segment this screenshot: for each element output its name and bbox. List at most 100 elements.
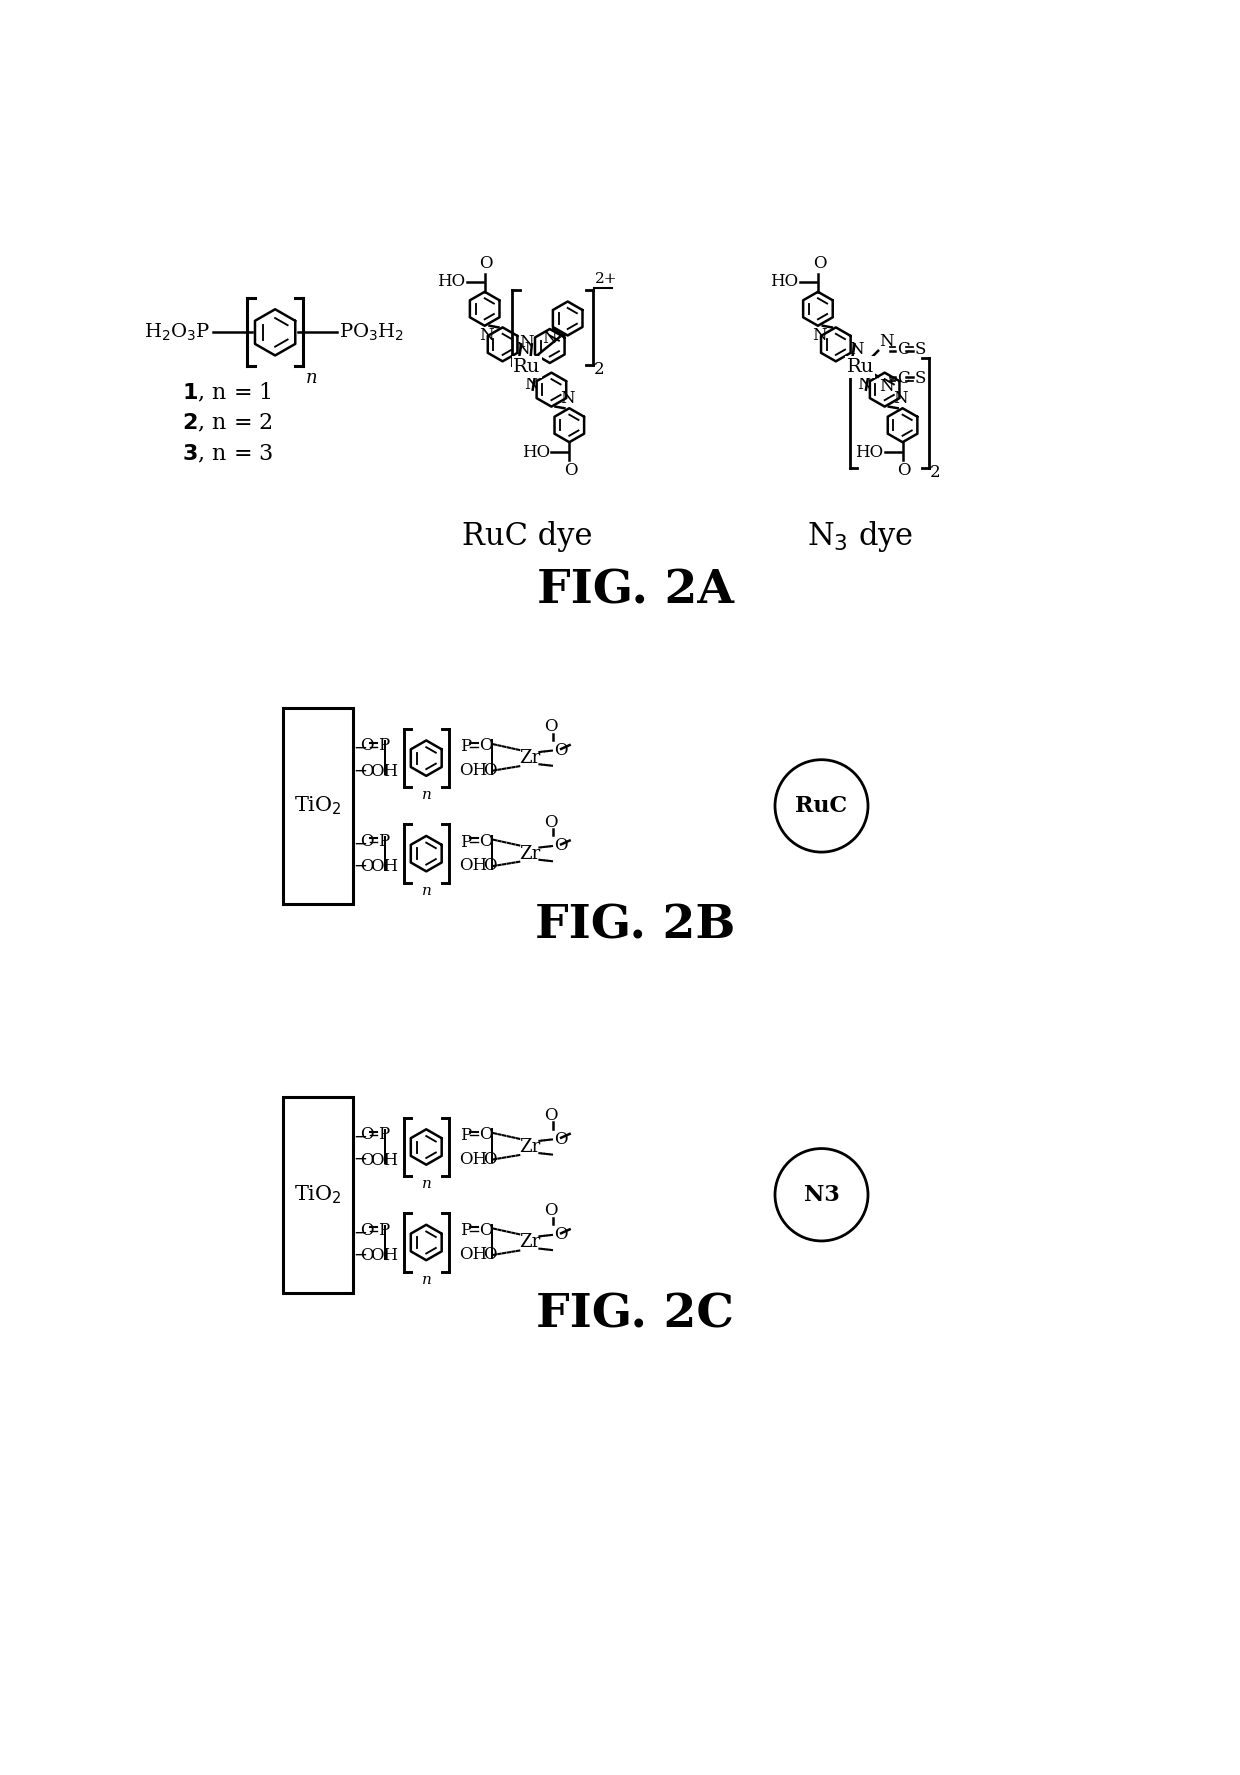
Text: O: O bbox=[361, 859, 374, 875]
Text: OH: OH bbox=[460, 1150, 487, 1168]
Text: O: O bbox=[544, 1108, 558, 1124]
Text: HO: HO bbox=[770, 273, 799, 289]
Text: $-$: $-$ bbox=[353, 857, 367, 873]
Text: $-$: $-$ bbox=[353, 1223, 367, 1241]
Text: $-$: $-$ bbox=[353, 1127, 367, 1145]
Text: TiO$_2$: TiO$_2$ bbox=[294, 1184, 342, 1205]
Text: Zr: Zr bbox=[518, 1234, 539, 1251]
Text: O: O bbox=[554, 838, 568, 854]
Text: FIG. 2B: FIG. 2B bbox=[536, 902, 735, 948]
Text: N: N bbox=[879, 334, 894, 350]
Text: O: O bbox=[554, 742, 568, 760]
Text: O: O bbox=[554, 1227, 568, 1242]
Text: n: n bbox=[422, 884, 432, 898]
Text: Zr: Zr bbox=[518, 1138, 539, 1156]
Text: O: O bbox=[812, 256, 826, 272]
Text: N: N bbox=[560, 390, 575, 406]
Text: S: S bbox=[915, 369, 926, 387]
Text: C: C bbox=[897, 369, 909, 387]
Text: n: n bbox=[422, 1177, 432, 1191]
Text: N: N bbox=[894, 390, 908, 406]
Text: N: N bbox=[516, 341, 531, 359]
Text: $-$: $-$ bbox=[353, 761, 367, 777]
Text: HO: HO bbox=[522, 444, 549, 462]
Text: O: O bbox=[361, 832, 374, 850]
Text: O: O bbox=[482, 761, 496, 779]
Circle shape bbox=[775, 1148, 868, 1241]
Bar bbox=[283, 1097, 352, 1292]
Text: O: O bbox=[361, 737, 374, 754]
Text: O: O bbox=[564, 462, 578, 479]
Text: O: O bbox=[361, 1152, 374, 1168]
Text: N: N bbox=[849, 341, 863, 359]
Text: P: P bbox=[460, 1223, 471, 1239]
Text: N: N bbox=[812, 327, 827, 344]
Text: P: P bbox=[378, 737, 389, 754]
Text: n: n bbox=[422, 788, 432, 802]
Text: HO: HO bbox=[436, 273, 465, 289]
Text: H$_2$O$_3$P: H$_2$O$_3$P bbox=[144, 321, 211, 343]
Text: OH: OH bbox=[460, 761, 487, 779]
Circle shape bbox=[775, 760, 868, 852]
Text: Ru: Ru bbox=[847, 359, 874, 376]
Text: O: O bbox=[361, 1125, 374, 1143]
Text: TiO$_2$: TiO$_2$ bbox=[294, 795, 342, 817]
Text: N: N bbox=[857, 376, 872, 394]
Text: O: O bbox=[479, 1221, 492, 1239]
Text: O: O bbox=[544, 813, 558, 831]
Text: O: O bbox=[361, 763, 374, 779]
Text: $-$: $-$ bbox=[353, 834, 367, 852]
Text: FIG. 2A: FIG. 2A bbox=[537, 568, 734, 614]
Text: O: O bbox=[480, 256, 494, 272]
Bar bbox=[283, 708, 352, 903]
Text: $-$: $-$ bbox=[353, 1150, 367, 1166]
Text: $\mathbf{1}$, n = 1: $\mathbf{1}$, n = 1 bbox=[182, 382, 272, 405]
Text: N: N bbox=[542, 330, 557, 348]
Text: OH: OH bbox=[370, 859, 398, 875]
Text: OH: OH bbox=[460, 857, 487, 875]
Text: 2+: 2+ bbox=[594, 272, 618, 286]
Text: O: O bbox=[482, 1246, 496, 1264]
Text: P: P bbox=[378, 832, 389, 850]
Text: P: P bbox=[460, 834, 471, 850]
Text: $-$: $-$ bbox=[353, 1246, 367, 1262]
Text: 2: 2 bbox=[594, 362, 604, 378]
Text: P: P bbox=[460, 1127, 471, 1143]
Text: C: C bbox=[897, 341, 909, 359]
Text: $-$: $-$ bbox=[353, 738, 367, 756]
Text: FIG. 2C: FIG. 2C bbox=[537, 1290, 734, 1337]
Text: Zr: Zr bbox=[518, 749, 539, 767]
Text: n: n bbox=[422, 1273, 432, 1287]
Text: P: P bbox=[460, 738, 471, 754]
Text: OH: OH bbox=[370, 1248, 398, 1264]
Text: OH: OH bbox=[460, 1246, 487, 1264]
Text: OH: OH bbox=[370, 1152, 398, 1168]
Text: O: O bbox=[482, 857, 496, 875]
Text: Zr: Zr bbox=[518, 845, 539, 863]
Text: O: O bbox=[898, 462, 911, 479]
Text: O: O bbox=[479, 1125, 492, 1143]
Text: RuC dye: RuC dye bbox=[461, 520, 593, 552]
Text: 2: 2 bbox=[930, 463, 941, 481]
Text: S: S bbox=[915, 341, 926, 359]
Text: N: N bbox=[518, 334, 533, 351]
Text: N: N bbox=[523, 376, 538, 394]
Text: O: O bbox=[482, 1150, 496, 1168]
Text: HO: HO bbox=[854, 444, 883, 462]
Text: O: O bbox=[361, 1248, 374, 1264]
Text: $\mathbf{2}$, n = 2: $\mathbf{2}$, n = 2 bbox=[182, 412, 273, 435]
Text: N: N bbox=[479, 327, 494, 344]
Text: O: O bbox=[479, 737, 492, 754]
Text: PO$_3$H$_2$: PO$_3$H$_2$ bbox=[340, 321, 404, 343]
Text: $\mathbf{3}$, n = 3: $\mathbf{3}$, n = 3 bbox=[182, 444, 274, 465]
Text: N3: N3 bbox=[804, 1184, 839, 1205]
Text: O: O bbox=[544, 1202, 558, 1219]
Text: O: O bbox=[544, 719, 558, 735]
Text: O: O bbox=[554, 1131, 568, 1148]
Text: O: O bbox=[361, 1221, 374, 1239]
Text: P: P bbox=[378, 1221, 389, 1239]
Text: OH: OH bbox=[370, 763, 398, 779]
Text: n: n bbox=[305, 369, 317, 387]
Text: Ru: Ru bbox=[513, 359, 541, 376]
Text: RuC: RuC bbox=[795, 795, 848, 817]
